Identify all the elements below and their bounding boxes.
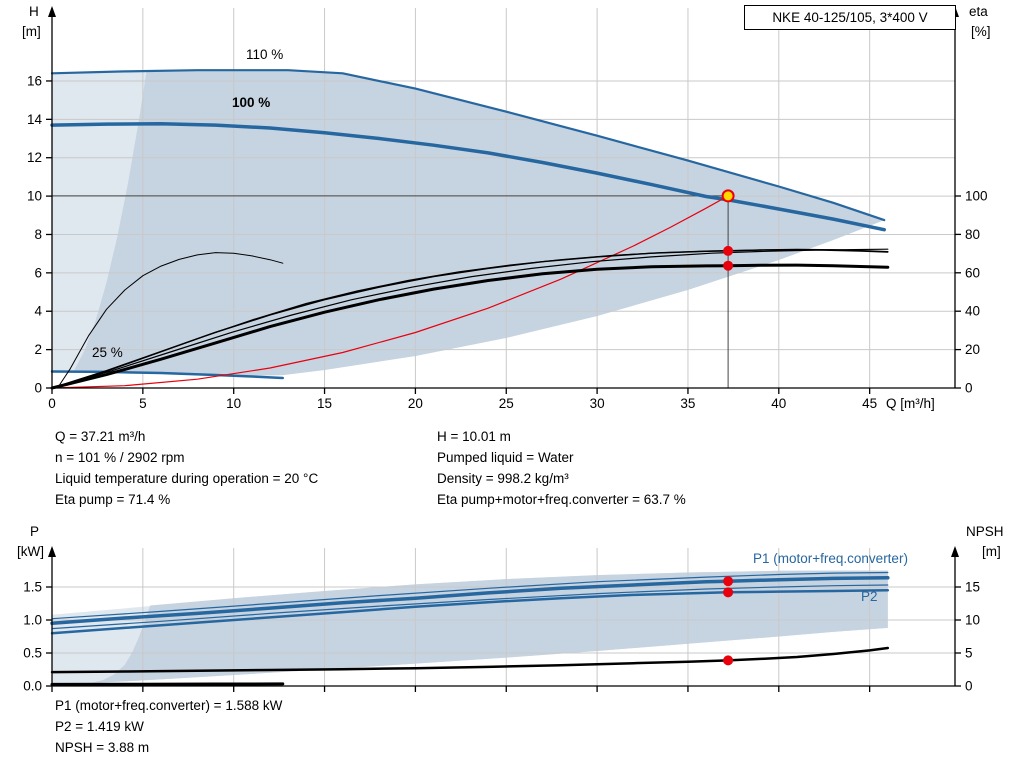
svg-text:2: 2 xyxy=(34,342,42,357)
svg-text:0: 0 xyxy=(965,381,973,396)
svg-text:35: 35 xyxy=(680,396,695,411)
p-axis-label: P xyxy=(30,524,40,539)
svg-text:0.0: 0.0 xyxy=(23,679,42,694)
svg-text:4: 4 xyxy=(34,304,42,319)
svg-text:20: 20 xyxy=(408,396,423,411)
npsh-axis-label: NPSH xyxy=(966,524,1004,539)
svg-text:100: 100 xyxy=(965,189,988,204)
svg-text:45: 45 xyxy=(862,396,877,411)
result-npsh: NPSH = 3.88 m xyxy=(55,740,150,755)
svg-text:12: 12 xyxy=(27,150,42,165)
op-temperature: Liquid temperature during operation = 20… xyxy=(55,471,319,486)
svg-text:10: 10 xyxy=(226,396,241,411)
label-25-percent: 25 % xyxy=(92,345,123,360)
svg-text:40: 40 xyxy=(965,304,980,319)
pump-model-box: NKE 40-125/105, 3*400 V xyxy=(744,5,956,30)
eta-axis-label: eta xyxy=(969,4,988,19)
op-density: Density = 998.2 kg/m³ xyxy=(437,471,569,486)
pump-model-title: NKE 40-125/105, 3*400 V xyxy=(772,10,928,25)
label-p1-curve: P1 (motor+freq.converter) xyxy=(753,551,908,566)
result-p1: P1 (motor+freq.converter) = 1.588 kW xyxy=(55,698,283,713)
svg-text:0: 0 xyxy=(34,381,42,396)
eta-axis-unit: [%] xyxy=(971,24,991,39)
svg-text:5: 5 xyxy=(139,396,147,411)
svg-text:25: 25 xyxy=(499,396,514,411)
svg-text:60: 60 xyxy=(965,265,980,280)
svg-text:10: 10 xyxy=(965,613,980,628)
svg-text:40: 40 xyxy=(771,396,786,411)
q-axis-label: Q [m³/h] xyxy=(886,396,935,411)
svg-text:1.5: 1.5 xyxy=(23,580,42,595)
svg-text:8: 8 xyxy=(34,227,42,242)
operating-point-left-column: Q = 37.21 m³/h n = 101 % / 2902 rpm Liqu… xyxy=(55,426,318,510)
svg-text:6: 6 xyxy=(34,265,42,280)
op-head: H = 10.01 m xyxy=(437,429,511,444)
result-p2: P2 = 1.419 kW xyxy=(55,719,144,734)
svg-text:0: 0 xyxy=(965,679,973,694)
op-eta-total: Eta pump+motor+freq.converter = 63.7 % xyxy=(437,492,686,507)
svg-text:16: 16 xyxy=(27,73,42,88)
p-axis-unit: [kW] xyxy=(17,544,44,559)
op-speed: n = 101 % / 2902 rpm xyxy=(55,450,185,465)
operating-point-right-column: H = 10.01 m Pumped liquid = Water Densit… xyxy=(437,426,686,510)
npsh-axis-unit: [m] xyxy=(982,544,1001,559)
svg-text:0: 0 xyxy=(48,396,56,411)
op-eta-pump: Eta pump = 71.4 % xyxy=(55,492,171,507)
svg-text:80: 80 xyxy=(965,227,980,242)
svg-text:14: 14 xyxy=(27,112,43,127)
svg-text:30: 30 xyxy=(590,396,605,411)
svg-text:5: 5 xyxy=(965,646,973,661)
svg-text:1.0: 1.0 xyxy=(23,613,42,628)
h-axis-label: H xyxy=(29,4,39,19)
svg-text:15: 15 xyxy=(317,396,332,411)
h-axis-unit: [m] xyxy=(22,24,41,39)
svg-text:0.5: 0.5 xyxy=(23,646,42,661)
op-liquid: Pumped liquid = Water xyxy=(437,450,574,465)
svg-text:20: 20 xyxy=(965,342,980,357)
svg-text:10: 10 xyxy=(27,189,42,204)
label-p2-curve: P2 xyxy=(861,589,878,604)
op-flow: Q = 37.21 m³/h xyxy=(55,429,146,444)
results-block: P1 (motor+freq.converter) = 1.588 kW P2 … xyxy=(55,695,282,758)
label-100-percent: 100 % xyxy=(232,95,271,110)
label-110-percent: 110 % xyxy=(246,47,284,62)
svg-text:15: 15 xyxy=(965,580,980,595)
